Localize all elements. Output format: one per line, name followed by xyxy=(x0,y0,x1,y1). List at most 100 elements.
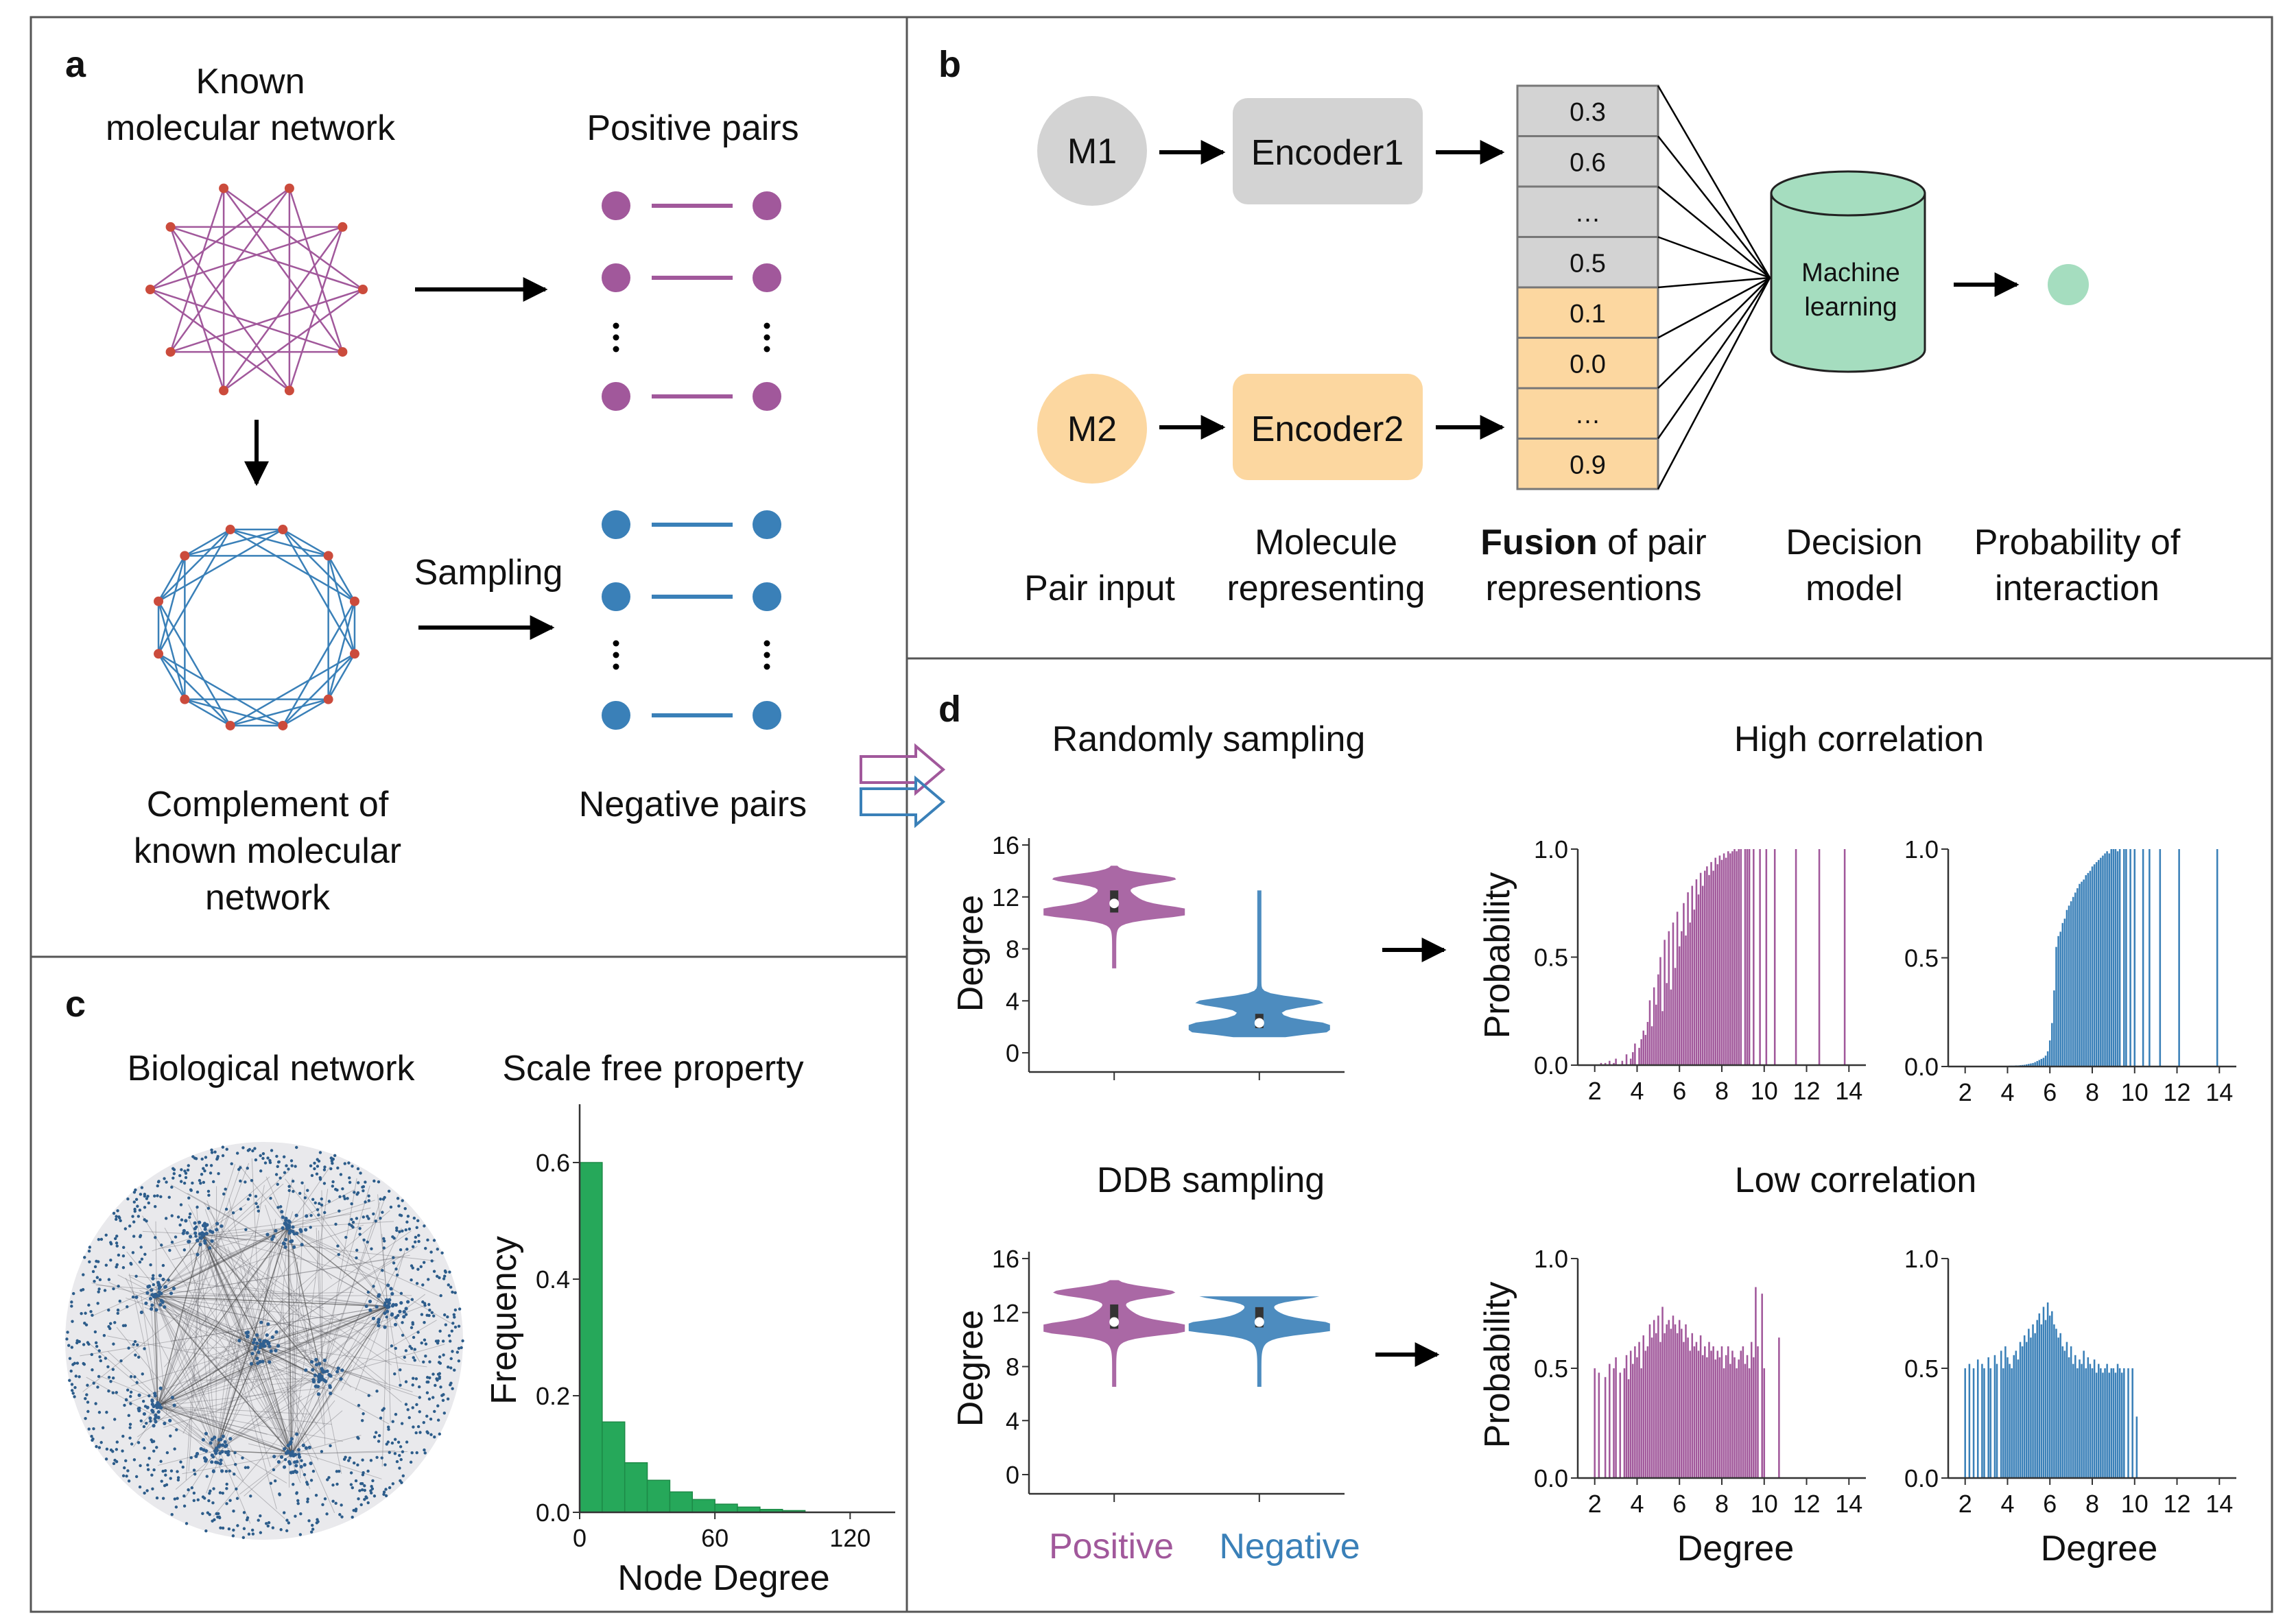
y-tick-label: 1.0 xyxy=(1904,1245,1939,1273)
panel-b-label: b xyxy=(938,44,961,85)
network-node xyxy=(218,1516,221,1519)
network-node xyxy=(127,1346,130,1349)
network-hub-node xyxy=(284,1246,287,1249)
network-hub-node xyxy=(272,1455,276,1458)
probability-bar xyxy=(1689,922,1691,1065)
histogram-bar xyxy=(670,1492,692,1512)
network-node xyxy=(193,1499,196,1502)
network-node xyxy=(415,1377,418,1380)
network-node xyxy=(128,1437,131,1440)
network-node xyxy=(416,1282,418,1285)
violin-random-ylabel: Degree xyxy=(951,895,991,1012)
network-node xyxy=(397,1441,400,1444)
network-node xyxy=(85,1323,88,1326)
network-hub-node xyxy=(147,1285,151,1288)
network-node xyxy=(97,1260,99,1263)
network-node xyxy=(392,1256,394,1259)
network-node xyxy=(357,1404,360,1407)
network-node xyxy=(317,1213,320,1216)
probability-bar xyxy=(1626,1054,1628,1065)
probability-bar xyxy=(2131,1368,2133,1478)
x-tick-label: 8 xyxy=(1715,1077,1729,1105)
network-hub-node xyxy=(297,1448,300,1451)
network-node xyxy=(265,1522,268,1525)
network-node xyxy=(415,1403,418,1406)
x-tick-label: 12 xyxy=(2164,1490,2191,1518)
probability-bar xyxy=(1702,1355,1704,1478)
network-node xyxy=(97,1375,100,1378)
probability-bar xyxy=(1763,1368,1765,1478)
network-node xyxy=(283,1511,285,1514)
network-node xyxy=(178,1224,181,1226)
network-node xyxy=(458,1325,460,1328)
network-node xyxy=(212,1487,215,1490)
probability-bar xyxy=(2041,1059,2043,1067)
network-node xyxy=(219,385,228,395)
probability-bar xyxy=(1714,858,1716,1065)
network-node xyxy=(202,1167,204,1170)
histogram-bar xyxy=(602,1422,625,1512)
probability-bar xyxy=(1636,1357,1638,1478)
network-node xyxy=(152,1283,155,1286)
caption-molecule-1: Molecule xyxy=(1255,523,1397,562)
y-tick-label: 0.5 xyxy=(1534,944,1568,972)
network-node xyxy=(137,1356,140,1359)
probability-bar xyxy=(2068,1357,2070,1478)
network-node xyxy=(173,1172,176,1175)
probability-bar xyxy=(1630,1350,1632,1478)
network-node xyxy=(428,1309,431,1311)
probability-bar xyxy=(1685,936,1687,1065)
network-node xyxy=(319,1178,322,1180)
network-node xyxy=(103,1334,106,1337)
network-node xyxy=(133,1200,136,1203)
x-tick-label: 60 xyxy=(701,1524,729,1552)
x-tick-label: 4 xyxy=(2000,1078,2014,1106)
probability-bar xyxy=(1719,1357,1721,1478)
network-node xyxy=(73,1362,76,1365)
caption-pair-input: Pair input xyxy=(1024,569,1175,608)
network-node xyxy=(392,1420,394,1423)
network-node xyxy=(406,1408,409,1411)
x-tick-label: 4 xyxy=(2000,1490,2014,1518)
network-node xyxy=(448,1334,451,1337)
probability-bar xyxy=(1677,1333,1679,1478)
network-hub-node xyxy=(295,1432,298,1436)
network-node xyxy=(140,1419,143,1422)
network-node xyxy=(130,1375,132,1378)
probability-bar xyxy=(1989,1368,1991,1478)
scale-free-title: Scale free property xyxy=(502,1049,803,1088)
x-tick-label: 10 xyxy=(2121,1078,2149,1106)
network-node xyxy=(377,1440,380,1442)
network-hub-node xyxy=(295,1214,298,1217)
network-node xyxy=(314,1202,317,1204)
probability-bar xyxy=(1679,1320,1681,1478)
probability-bar xyxy=(1677,912,1679,1065)
network-hub-node xyxy=(202,1438,205,1442)
network-hub-node xyxy=(329,1385,332,1389)
network-node xyxy=(338,1209,340,1212)
network-hub-node xyxy=(268,1360,271,1363)
network-node xyxy=(73,1395,75,1398)
network-node xyxy=(117,1254,120,1256)
network-node xyxy=(383,1463,386,1466)
probability-bar xyxy=(2051,1311,2053,1478)
network-node xyxy=(300,1460,303,1462)
network-node xyxy=(86,1401,89,1403)
network-node xyxy=(438,1433,441,1436)
network-hub-node xyxy=(266,1322,270,1326)
probability-bar xyxy=(1698,894,1700,1065)
network-node xyxy=(222,1193,225,1195)
network-node xyxy=(310,1479,313,1481)
probability-bar xyxy=(1689,1350,1691,1478)
network-hub-node xyxy=(403,1310,406,1313)
network-node xyxy=(113,1418,116,1420)
probability-bar xyxy=(2064,918,2066,1067)
network-node xyxy=(97,1287,100,1290)
network-hub-node xyxy=(385,1305,388,1308)
network-hub-node xyxy=(196,1452,199,1455)
network-node xyxy=(320,1198,323,1200)
network-node xyxy=(234,1463,237,1466)
network-node xyxy=(198,1179,201,1182)
probability-bar xyxy=(1723,853,1725,1065)
probability-bar xyxy=(2072,1364,2074,1478)
